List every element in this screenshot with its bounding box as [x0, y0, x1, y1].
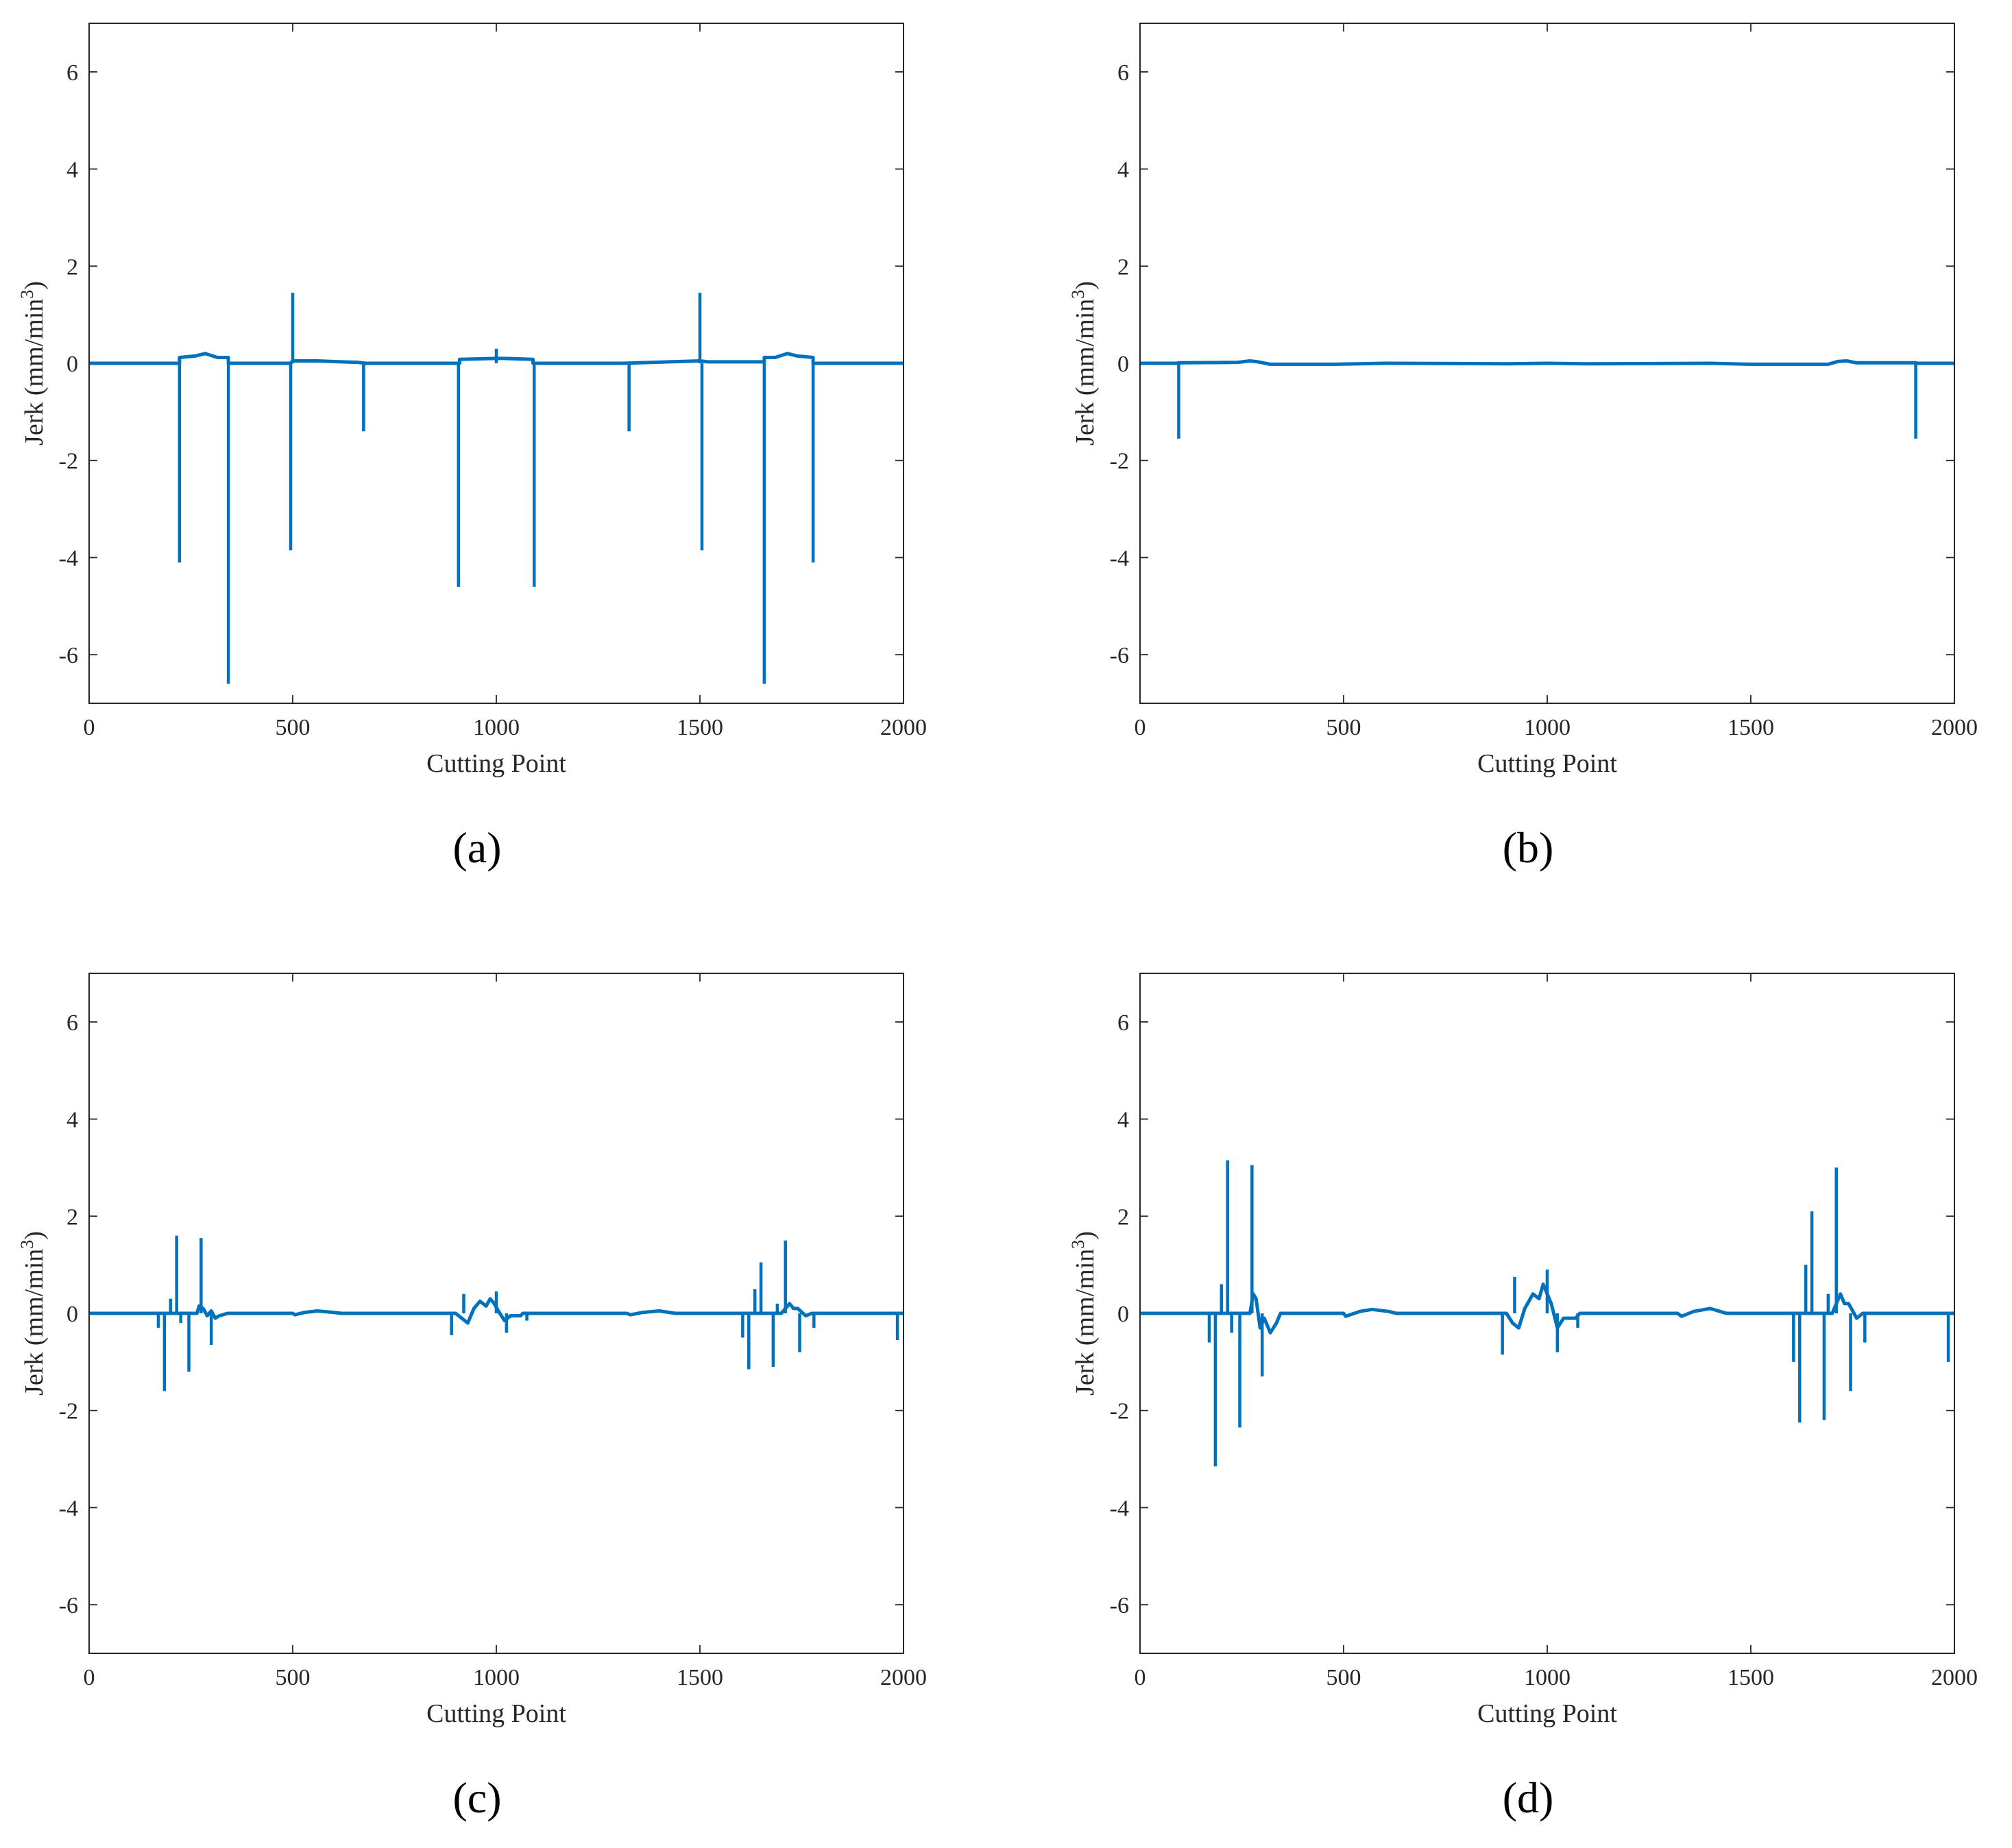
x-tick-label: 500 [1326, 715, 1361, 740]
x-tick-label: 0 [84, 1665, 95, 1690]
y-axis-label-end: ) [20, 281, 49, 290]
y-tick-label: 0 [1117, 352, 1129, 377]
y-tick-label: 6 [1117, 1010, 1129, 1036]
x-tick-label: 1000 [1524, 715, 1571, 740]
x-tick-label: 0 [1135, 1665, 1146, 1690]
axes-box [1139, 23, 1955, 704]
y-tick-label: -4 [1110, 1496, 1129, 1521]
series-line-a [89, 352, 904, 365]
y-axis-label-main: Jerk (mm/min [20, 1249, 49, 1396]
y-axis-label: Jerk (mm/min3) [17, 1231, 49, 1396]
y-axis-label-superscript: 3 [1068, 1240, 1088, 1249]
chart-panel-d: 0 500 1000 1500 2000 -6 -4 -2 0 2 4 6 Cutting Point J… [1068, 973, 1978, 1822]
x-tick-label: 1500 [677, 715, 723, 740]
y-tick-label: 6 [66, 60, 78, 86]
y-axis-label-superscript: 3 [1068, 290, 1088, 299]
chart-panel-b: 0 500 1000 1500 2000 -6 -4 -2 0 2 4 6 Cutting Point J… [1068, 23, 1978, 872]
x-tick-label: 500 [276, 715, 311, 740]
x-tick-label: 0 [1135, 715, 1146, 740]
y-axis-label-end: ) [1071, 1231, 1100, 1240]
series-line-c [89, 1297, 904, 1325]
y-axis-label-superscript: 3 [17, 1240, 37, 1249]
x-tick-label: 2000 [880, 715, 927, 740]
y-axis-label-main: Jerk (mm/min [1071, 299, 1100, 446]
y-tick-label: -6 [1110, 1593, 1129, 1618]
y-tick-label: 4 [1117, 1108, 1129, 1133]
y-tick-label: -2 [1110, 449, 1129, 474]
y-axis-label: Jerk (mm/min3) [1068, 281, 1100, 446]
y-tick-label: 4 [66, 158, 78, 183]
axes-box [88, 23, 904, 704]
axes-box [88, 973, 904, 1654]
y-tick-label: 6 [66, 1010, 78, 1036]
x-tick-label: 1000 [1524, 1665, 1571, 1690]
x-tick-label: 1000 [473, 715, 520, 740]
y-tick-label: 0 [66, 1302, 78, 1327]
axes-box [1139, 973, 1955, 1654]
y-tick-label: -6 [59, 643, 78, 668]
panel-label-b: (b) [1503, 823, 1554, 872]
y-tick-label: 2 [66, 1204, 78, 1230]
series-line-d [1140, 1282, 1954, 1335]
y-tick-label: -2 [1110, 1399, 1129, 1424]
y-tick-label: -4 [59, 546, 78, 571]
y-axis-label-main: Jerk (mm/min [1071, 1249, 1100, 1396]
x-tick-label: 0 [84, 715, 95, 740]
y-tick-label: 0 [66, 352, 78, 377]
x-axis-label: Cutting Point [1477, 749, 1617, 778]
y-axis-label-end: ) [1071, 281, 1100, 290]
y-tick-label: 4 [66, 1108, 78, 1133]
y-tick-label: 6 [1117, 60, 1129, 86]
y-tick-label: -6 [1110, 643, 1129, 668]
y-axis-label: Jerk (mm/min3) [17, 281, 49, 446]
x-axis-label: Cutting Point [426, 749, 566, 778]
y-axis-label-main: Jerk (mm/min [20, 299, 49, 446]
chart-panel-c: 0 500 1000 1500 2000 -6 -4 -2 0 2 4 6 Cutting Point J… [17, 973, 927, 1822]
x-tick-label: 1000 [473, 1665, 520, 1690]
y-tick-label: 0 [1117, 1302, 1129, 1327]
chart-panel-a: 0 500 1000 1500 2000 -6 -4 -2 0 2 4 6 Cutting Point J… [17, 23, 927, 872]
panel-label-d: (d) [1503, 1773, 1554, 1822]
series-line-b [1140, 359, 1954, 366]
x-tick-label: 2000 [1931, 715, 1978, 740]
panel-label-a: (a) [452, 823, 501, 872]
y-axis-label-end: ) [20, 1231, 49, 1240]
y-axis-label: Jerk (mm/min3) [1068, 1231, 1100, 1396]
x-tick-label: 2000 [880, 1665, 927, 1690]
y-tick-label: -6 [59, 1593, 78, 1618]
x-tick-label: 1500 [1728, 715, 1774, 740]
y-tick-label: -2 [59, 449, 78, 474]
panel-label-c: (c) [452, 1773, 501, 1822]
y-tick-label: -4 [1110, 546, 1129, 571]
x-tick-label: 500 [1326, 1665, 1361, 1690]
y-tick-label: -2 [59, 1399, 78, 1424]
x-tick-label: 1500 [677, 1665, 723, 1690]
x-tick-label: 2000 [1931, 1665, 1978, 1690]
y-tick-label: 2 [1117, 254, 1129, 280]
x-tick-label: 500 [276, 1665, 311, 1690]
y-tick-label: 4 [1117, 158, 1129, 183]
x-axis-label: Cutting Point [426, 1699, 566, 1728]
y-tick-label: -4 [59, 1496, 78, 1521]
y-axis-label-superscript: 3 [17, 290, 37, 299]
x-tick-label: 1500 [1728, 1665, 1774, 1690]
x-axis-label: Cutting Point [1477, 1699, 1617, 1728]
y-tick-label: 2 [66, 254, 78, 280]
y-tick-label: 2 [1117, 1204, 1129, 1230]
